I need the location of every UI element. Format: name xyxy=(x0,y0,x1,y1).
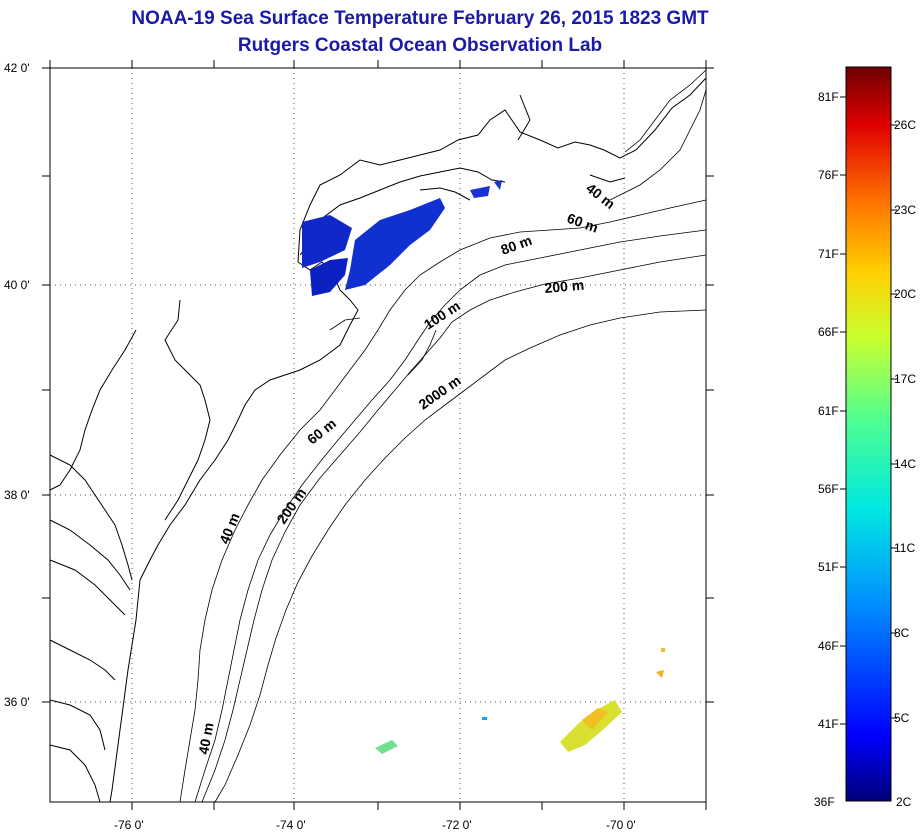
colorbar-f-label: 76F xyxy=(818,168,839,182)
colorbar-f-label: 41F xyxy=(818,717,839,731)
colorbar xyxy=(845,66,892,802)
colorbar-c-label: 14C xyxy=(894,457,917,471)
colorbar-c-label: 20C xyxy=(894,287,917,301)
map-frame xyxy=(49,67,707,803)
bathymetry-contours xyxy=(179,69,707,803)
colorbar-c-label: 26C xyxy=(894,118,917,132)
colorbar-f-label: 66F xyxy=(818,325,839,339)
x-tick-label: -74 0' xyxy=(276,818,306,832)
colorbar-f-label: 51F xyxy=(818,560,839,574)
coastline xyxy=(49,77,707,803)
colorbar-f-label: 71F xyxy=(818,247,839,261)
y-tick-label: 36 0' xyxy=(4,695,30,709)
colorbar-c-label: 8C xyxy=(894,626,910,640)
contour-label-200-north: 200 m xyxy=(544,277,585,296)
map-title: NOAA-19 Sea Surface Temperature February… xyxy=(131,8,709,29)
colorbar-c-label: 11C xyxy=(894,541,916,555)
colorbar-f-label: 56F xyxy=(818,482,839,496)
y-tick-label: 42 0' xyxy=(4,61,30,75)
x-tick-label: -76 0' xyxy=(114,818,144,832)
colorbar-c-label: 5C xyxy=(894,711,910,725)
y-tick-label: 40 0' xyxy=(4,278,30,292)
colorbar-c-label: 17C xyxy=(894,372,917,386)
x-tick-label: -70 0' xyxy=(606,818,636,832)
colorbar-f-label: 81F xyxy=(818,90,839,104)
colorbar-c-label: 23C xyxy=(894,203,917,217)
colorbar-c-label: 2C xyxy=(896,795,912,809)
contour-label-40-south: 40 m xyxy=(195,721,216,755)
colorbar-f-label: 46F xyxy=(818,639,839,653)
y-tick-label: 38 0' xyxy=(4,488,30,502)
x-tick-label: -72 0' xyxy=(442,818,472,832)
frame-ticks xyxy=(42,60,714,810)
map-subtitle: Rutgers Coastal Ocean Observation Lab xyxy=(237,35,603,56)
colorbar-ticks xyxy=(840,96,897,725)
colorbar-f-label: 36F xyxy=(814,795,835,809)
sst-patches xyxy=(302,180,665,754)
colorbar-f-label: 61F xyxy=(818,404,839,418)
